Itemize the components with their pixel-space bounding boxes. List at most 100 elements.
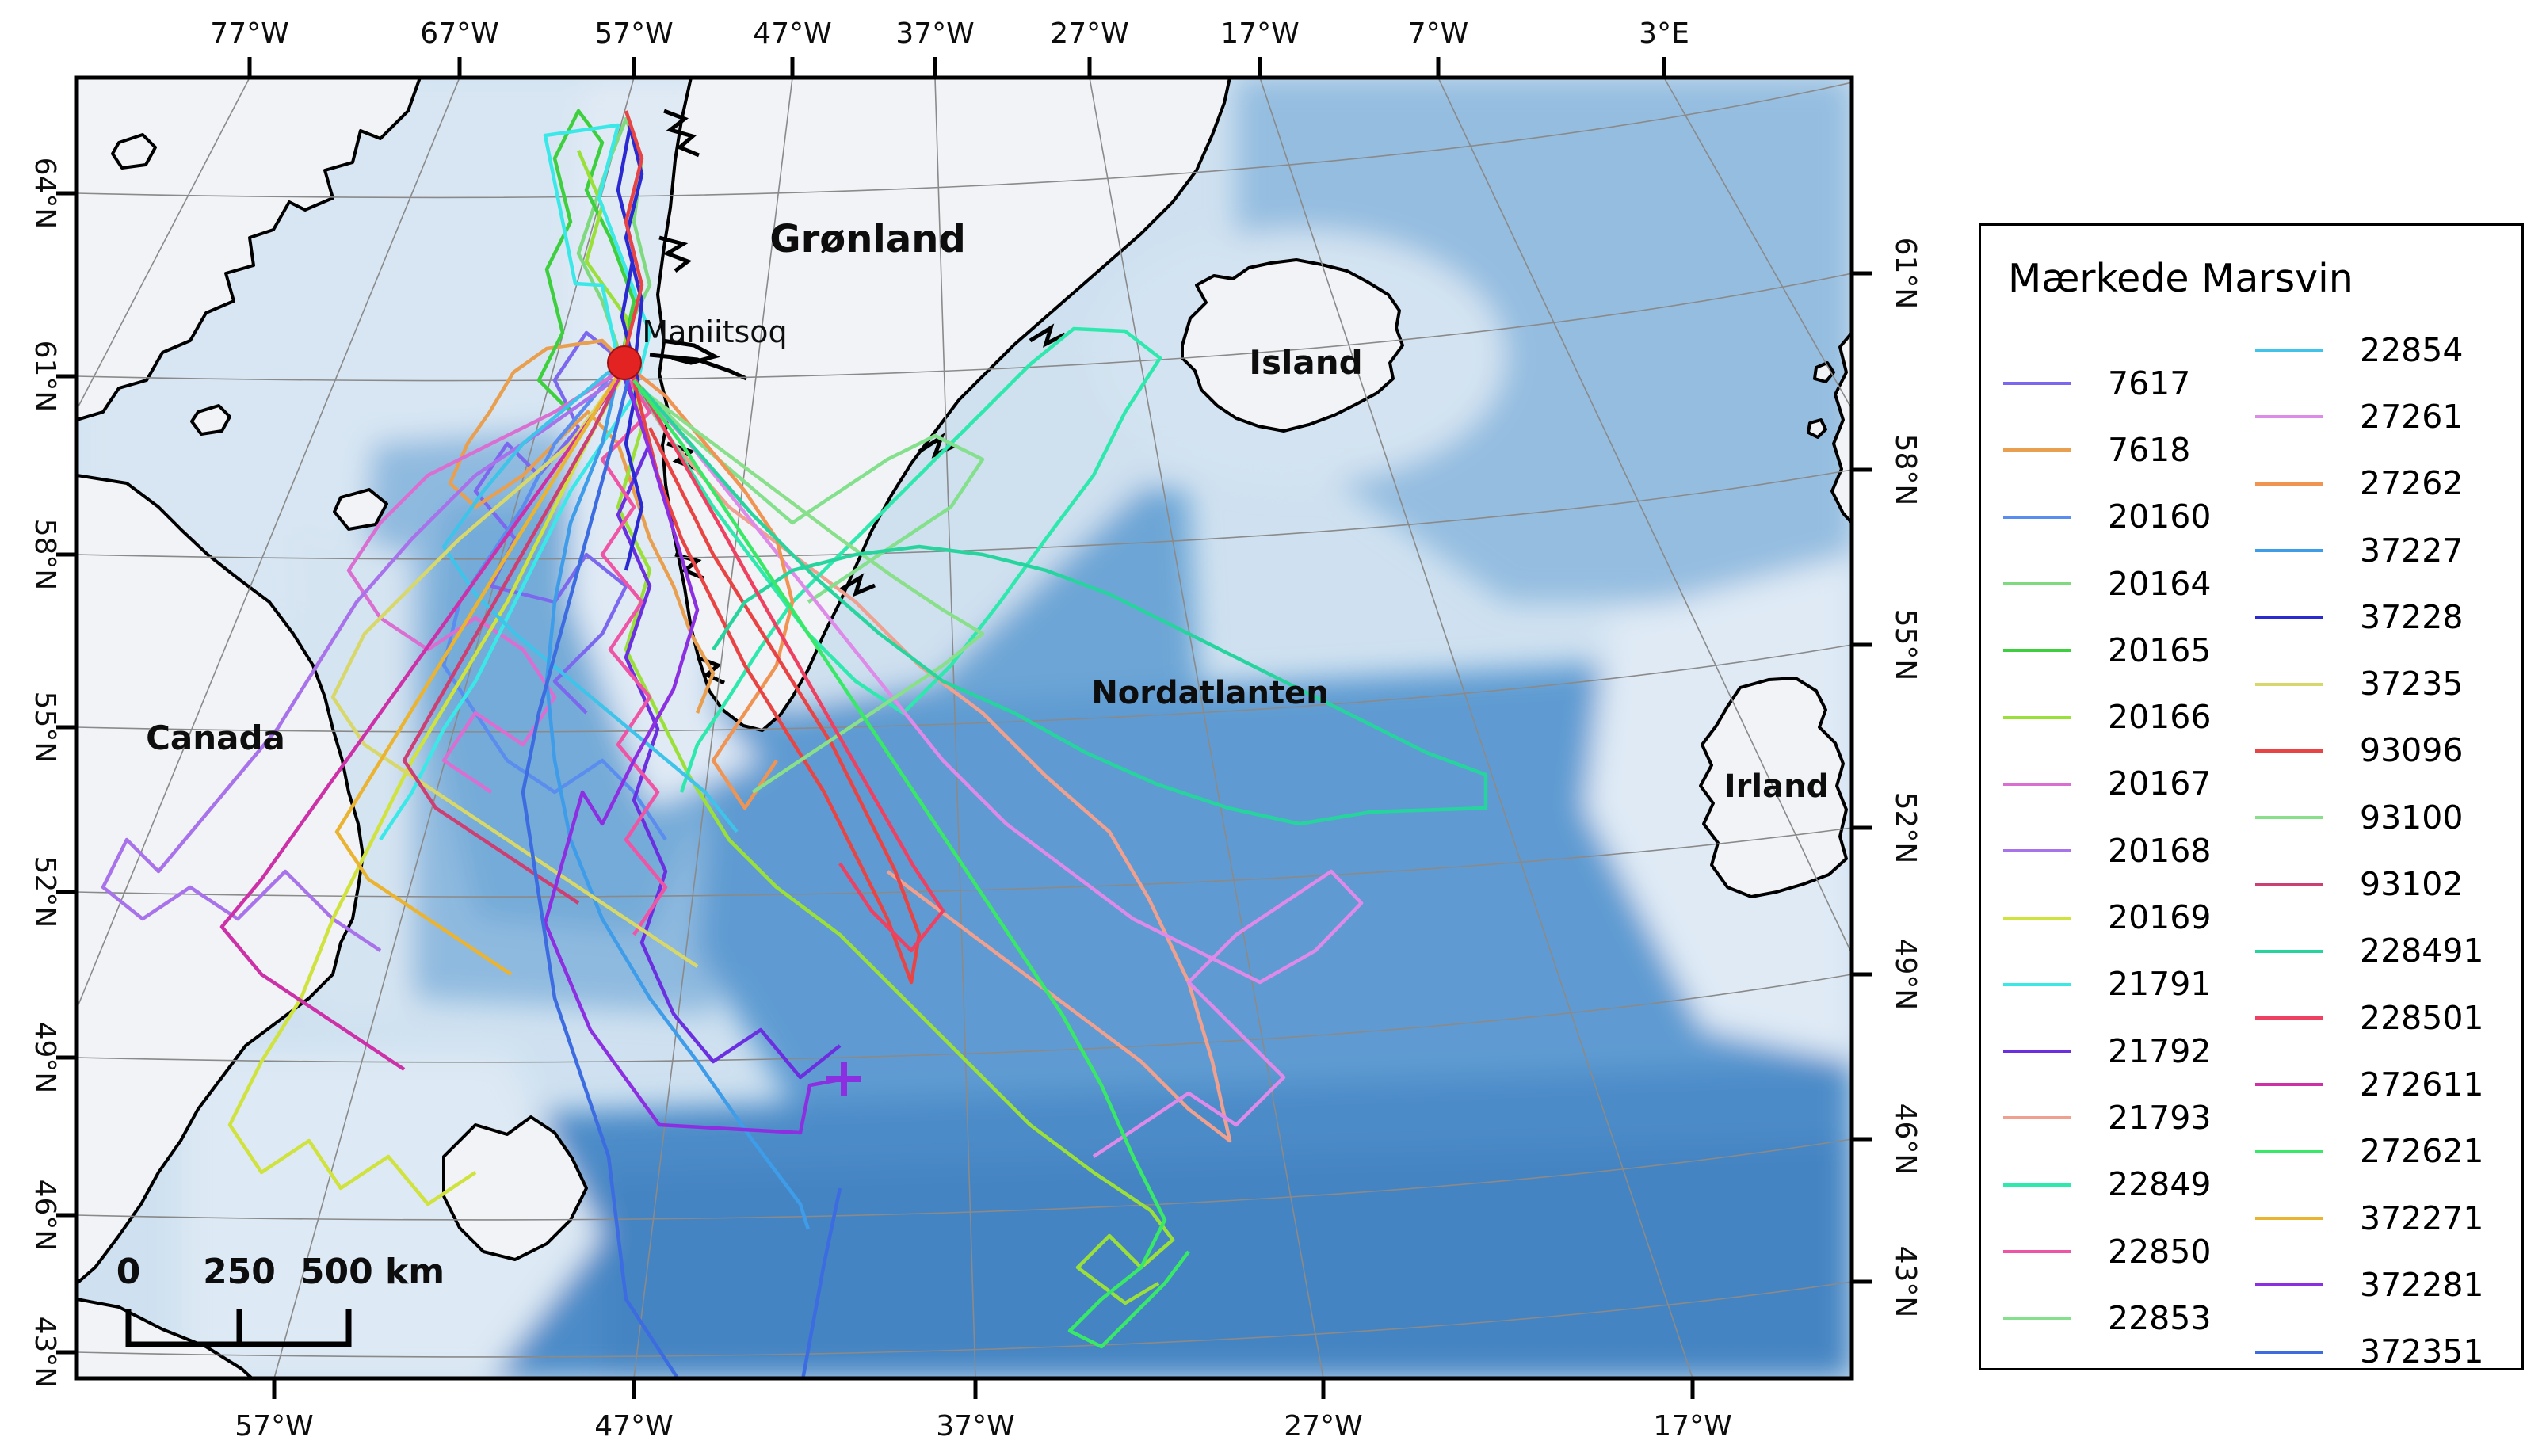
legend-label-20167: 20167 [2108,764,2212,803]
legend-swatch-20165 [2003,649,2071,653]
graticule-meridian [633,78,793,1378]
track-7618 [448,338,716,714]
tick-label-left: 52°N [29,856,61,928]
legend-label-37228: 37228 [2360,597,2464,636]
tick-label-top: 37°W [895,17,974,50]
graticule-parallel [77,827,1852,898]
tick-label-top: 27°W [1050,17,1128,50]
track-20168 [101,379,616,952]
legend-item-22850: 22850 [2003,1218,2211,1285]
legend-label-20164: 20164 [2108,564,2212,603]
legend-item-93102: 93102 [2255,851,2484,917]
tick-label-top: 77°W [210,17,288,50]
legend-item-27262: 27262 [2255,451,2484,517]
maniitsoq-marker [607,345,642,380]
tick-label-top: 57°W [594,17,673,50]
legend-label-372271: 372271 [2360,1199,2484,1237]
legend-label-20165: 20165 [2108,631,2212,669]
tick-label-bottom: 37°W [936,1410,1014,1443]
tick-label-right: 58°N [1889,434,1922,506]
place-label-maniitsoq: Maniitsoq [642,314,787,349]
legend-item-228491: 228491 [2255,918,2484,985]
graticule-meridian [1663,78,1852,411]
legend-label-37227: 37227 [2360,531,2464,570]
legend-swatch-22850 [2003,1250,2071,1253]
legend-item-372351: 372351 [2255,1318,2484,1385]
legend-swatch-20164 [2003,582,2071,586]
legend-box: Mærkede Marsvin 7617 7618 20160 20164 20165 2… [1979,223,2524,1370]
track-272621 [632,379,1190,1349]
tick-label-right: 61°N [1889,238,1922,310]
legend-swatch-372281 [2255,1283,2323,1287]
legend-swatch-22849 [2003,1183,2071,1187]
graticule-parallel [77,644,1852,733]
tick-label-left: 64°N [29,158,61,230]
legend-item-20166: 20166 [2003,684,2211,750]
legend-label-228491: 228491 [2360,932,2484,970]
track-93102 [402,371,624,905]
legend-item-37228: 37228 [2255,584,2484,650]
legend-swatch-228491 [2255,949,2323,953]
legend-label-37235: 37235 [2360,665,2464,703]
legend-swatch-21791 [2003,982,2071,986]
porpoise-tracks [101,109,1488,1378]
legend-item-37227: 37227 [2255,517,2484,584]
legend-label-7618: 7618 [2108,430,2191,469]
track-272611 [219,379,620,1071]
legend-label-272621: 272621 [2360,1132,2484,1171]
tick-label-right: 43°N [1889,1246,1922,1318]
track-20169 [227,367,628,1206]
tick-label-left: 46°N [29,1180,61,1252]
place-label-island: Island [1249,343,1362,382]
place-label-irland: Irland [1724,768,1829,805]
graticule [77,78,1852,1378]
tick-label-bottom: 27°W [1284,1410,1362,1443]
legend-label-27261: 27261 [2360,397,2464,436]
tick-label-top: 17°W [1220,17,1299,50]
tick-label-right: 52°N [1889,792,1922,864]
graticule-meridian [77,78,250,411]
legend-item-27261: 27261 [2255,383,2484,450]
legend-item-20165: 20165 [2003,617,2211,684]
tick-label-top: 67°W [420,17,498,50]
land-baffin-island [77,78,422,421]
legend-swatch-7618 [2003,448,2071,452]
legend-label-272611: 272611 [2360,1065,2484,1103]
legend-item-272621: 272621 [2255,1119,2484,1185]
scale-bar-bracket [125,1309,352,1347]
tick-label-right: 49°N [1889,939,1922,1011]
tick-label-left: 55°N [29,692,61,764]
graticule-parallel [77,1138,1852,1221]
tick-label-bottom: 57°W [235,1410,313,1443]
graticule-meridian [1089,78,1324,1378]
legend-item-20169: 20169 [2003,884,2211,951]
legend-label-93096: 93096 [2360,731,2464,770]
legend-item-20164: 20164 [2003,551,2211,617]
track-372271 [334,367,624,976]
tick-label-bottom: 47°W [594,1410,673,1443]
legend-swatch-20169 [2003,916,2071,920]
legend-label-20168: 20168 [2108,831,2212,870]
tick-label-right: 55°N [1889,609,1922,681]
legend-label-22849: 22849 [2108,1165,2212,1204]
track-20165 [536,109,636,414]
graticule-meridian [1259,78,1693,1378]
legend-column-1: 7617 7618 20160 20164 20165 20166 20167 20168 20… [2003,350,2211,1351]
legend-item-372281: 372281 [2255,1252,2484,1318]
legend-label-20169: 20169 [2108,898,2212,937]
tick-label-right: 46°N [1889,1103,1922,1176]
legend-label-22850: 22850 [2108,1232,2212,1271]
legend-item-22849: 22849 [2003,1152,2211,1218]
graticule-parallel [77,1281,1852,1358]
track-20164 [576,116,652,349]
legend-swatch-93096 [2255,749,2323,753]
place-label-gronland: Grønland [769,217,966,261]
track-20167 [346,371,620,794]
track-end-plus-marker [826,1062,861,1096]
legend-item-37235: 37235 [2255,650,2484,717]
legend-swatch-228501 [2255,1016,2323,1020]
legend-item-22854: 22854 [2255,317,2484,383]
legend-item-21793: 21793 [2003,1084,2211,1151]
graticule-parallel [77,273,1852,382]
